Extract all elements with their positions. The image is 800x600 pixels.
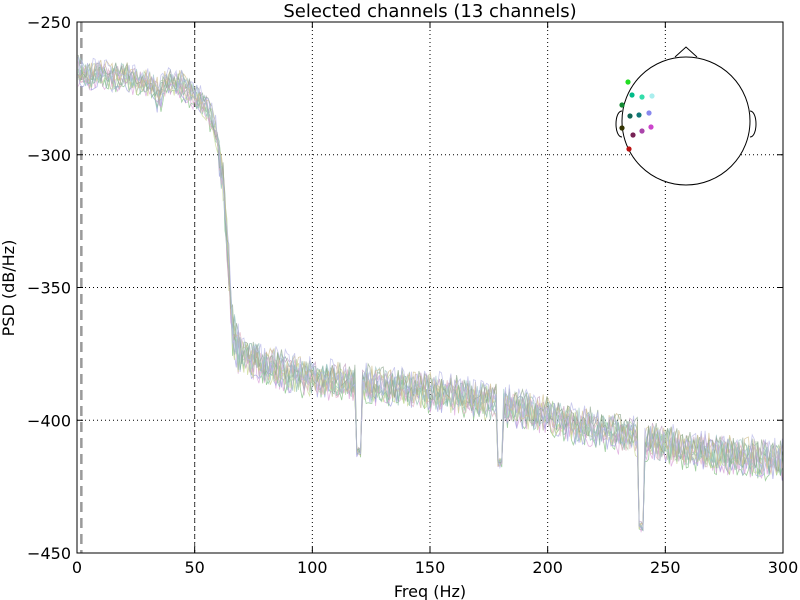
y-tick-label: −350 [27,279,71,298]
x-axis-ticks: 0 50 100 150 200 250 300 [72,22,798,577]
sensor-dots [619,79,655,152]
y-tick-label: −450 [27,544,71,563]
x-tick-label: 250 [650,558,681,577]
sensor-dot [629,92,635,98]
sensor-dot [646,110,652,116]
right-ear-outline [749,110,757,138]
sensor-dot [626,146,632,152]
left-ear-outline [615,110,623,138]
sensor-dot [648,124,654,130]
x-tick-label: 150 [415,558,446,577]
sensor-dot [630,132,636,138]
y-tick-label: −250 [27,13,71,32]
sensor-dot [619,125,625,131]
series-lines [77,54,783,533]
sensor-dot [649,93,655,99]
nose-outline [674,46,698,58]
y-axis-label: PSD (dB/Hz) [0,240,18,337]
x-tick-label: 50 [184,558,204,577]
x-tick-label: 100 [297,558,328,577]
y-tick-label: −300 [27,146,71,165]
sensor-dot [619,102,625,108]
channel-trace [77,56,783,531]
sensor-dot [625,79,631,85]
sensor-dot [627,113,633,119]
chart-title: Selected channels (13 channels) [283,1,576,22]
x-axis-label: Freq (Hz) [394,582,466,600]
x-tick-label: 300 [768,558,799,577]
x-tick-label: 200 [532,558,563,577]
head-outline [621,56,751,186]
y-tick-label: −400 [27,411,71,430]
x-tick-label: 0 [72,558,82,577]
sensor-dot [639,128,645,134]
sensor-dot [636,112,642,118]
sensor-dot [639,94,645,100]
head-sensor-inset [615,46,757,186]
y-axis-ticks: −250 −300 −350 −400 −450 [27,13,783,563]
